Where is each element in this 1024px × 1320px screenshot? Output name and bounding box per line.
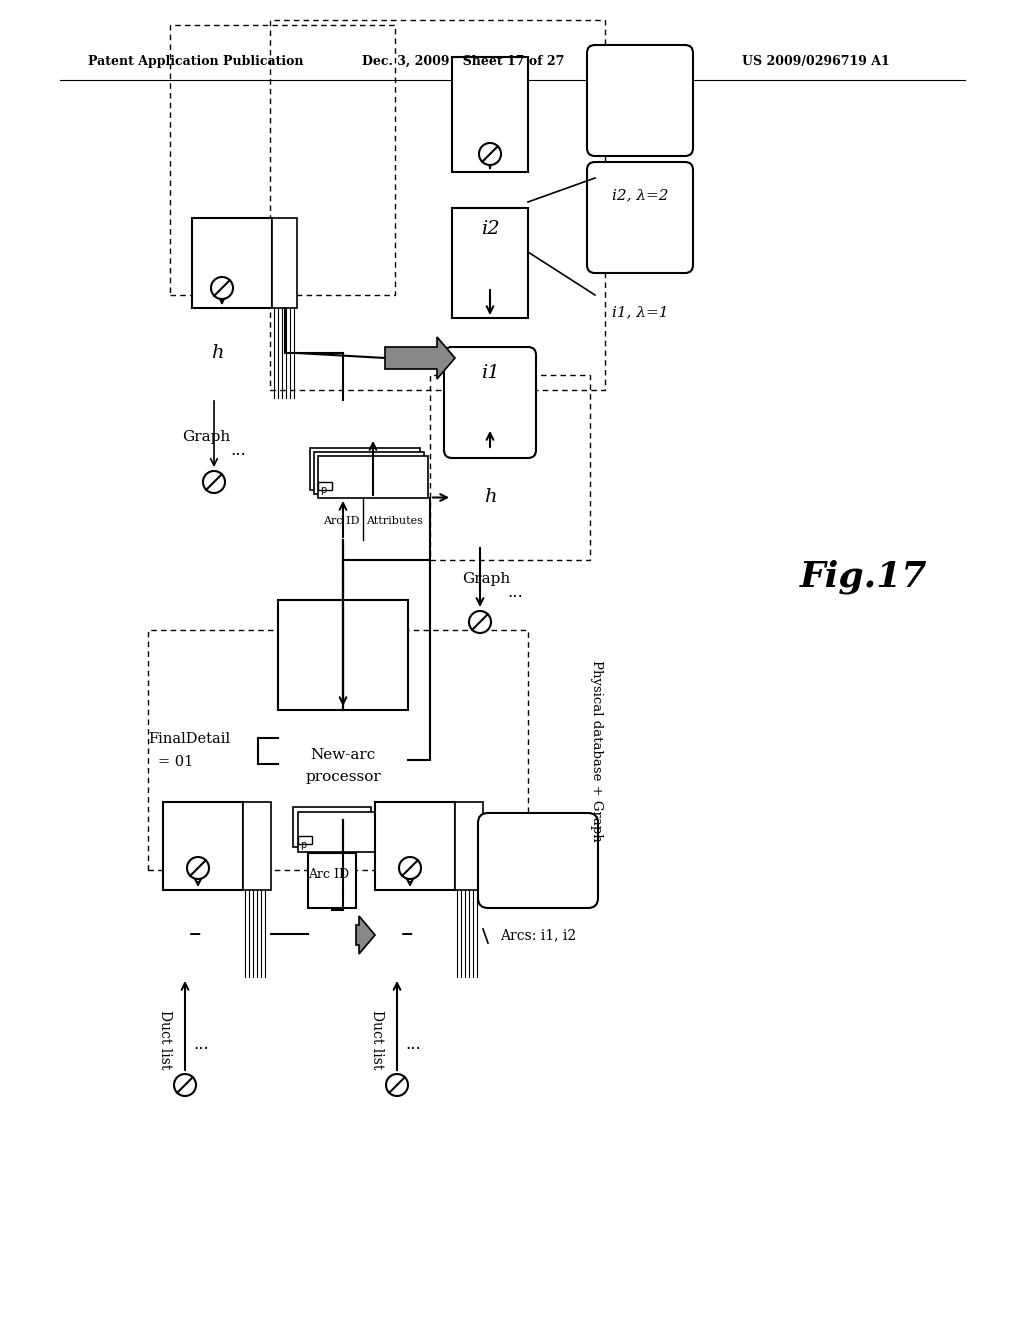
Bar — [430, 375, 590, 560]
Text: Duct list: Duct list — [370, 1010, 384, 1069]
FancyBboxPatch shape — [587, 162, 693, 273]
Text: i2, λ=2: i2, λ=2 — [611, 189, 669, 202]
Bar — [452, 209, 528, 318]
Text: p: p — [319, 484, 327, 495]
Circle shape — [174, 1074, 196, 1096]
Text: processor: processor — [305, 770, 381, 784]
Text: Fig.17: Fig.17 — [800, 560, 928, 594]
Bar — [452, 57, 528, 172]
Text: i1, λ=1: i1, λ=1 — [611, 305, 669, 319]
Text: Physical database + Graph: Physical database + Graph — [590, 660, 603, 842]
Text: Duct list: Duct list — [158, 1010, 172, 1069]
Text: –: – — [400, 921, 414, 946]
Text: Attributes: Attributes — [366, 516, 423, 525]
Text: ...: ... — [406, 1035, 421, 1053]
Text: Graph: Graph — [182, 430, 230, 444]
Bar — [298, 812, 376, 851]
Text: i2: i2 — [480, 220, 500, 239]
Bar — [193, 218, 272, 308]
Bar — [278, 601, 408, 710]
FancyBboxPatch shape — [444, 347, 536, 458]
Text: ...: ... — [193, 1035, 209, 1053]
Bar — [272, 218, 297, 308]
Bar — [243, 803, 271, 890]
Bar — [318, 455, 428, 498]
Bar — [293, 807, 371, 847]
FancyBboxPatch shape — [478, 813, 598, 908]
Bar — [455, 803, 483, 890]
Circle shape — [203, 471, 225, 492]
Bar — [170, 25, 395, 294]
FancyBboxPatch shape — [587, 45, 693, 156]
Polygon shape — [356, 916, 375, 954]
Bar — [310, 447, 420, 490]
Circle shape — [211, 277, 233, 300]
Text: New-arc: New-arc — [310, 748, 376, 762]
Bar — [308, 853, 356, 908]
Text: h: h — [211, 345, 223, 362]
Text: Graph: Graph — [462, 572, 510, 586]
Text: Arcs: i1, i2: Arcs: i1, i2 — [500, 928, 577, 942]
Text: FinalDetail: FinalDetail — [148, 733, 230, 746]
Bar — [375, 803, 455, 890]
Bar — [148, 630, 528, 870]
Circle shape — [386, 1074, 408, 1096]
Text: ...: ... — [230, 442, 246, 459]
Text: h: h — [483, 488, 497, 507]
Polygon shape — [385, 337, 455, 379]
Text: Dec. 3, 2009   Sheet 17 of 27: Dec. 3, 2009 Sheet 17 of 27 — [362, 55, 564, 69]
Bar — [314, 451, 424, 494]
Circle shape — [479, 143, 501, 165]
Circle shape — [399, 857, 421, 879]
Text: Patent Application Publication: Patent Application Publication — [88, 55, 303, 69]
Text: i1: i1 — [480, 364, 500, 381]
Text: ...: ... — [507, 583, 522, 601]
Bar — [298, 836, 312, 843]
Text: Arc ID: Arc ID — [308, 867, 349, 880]
Text: = 01: = 01 — [158, 755, 194, 770]
Bar — [270, 20, 605, 389]
Bar — [163, 803, 243, 890]
Text: –: – — [188, 921, 202, 946]
Bar — [318, 482, 332, 490]
Text: p: p — [300, 840, 306, 850]
Circle shape — [187, 857, 209, 879]
Circle shape — [469, 611, 490, 634]
Text: Arc ID: Arc ID — [323, 516, 359, 525]
Text: US 2009/0296719 A1: US 2009/0296719 A1 — [742, 55, 890, 69]
